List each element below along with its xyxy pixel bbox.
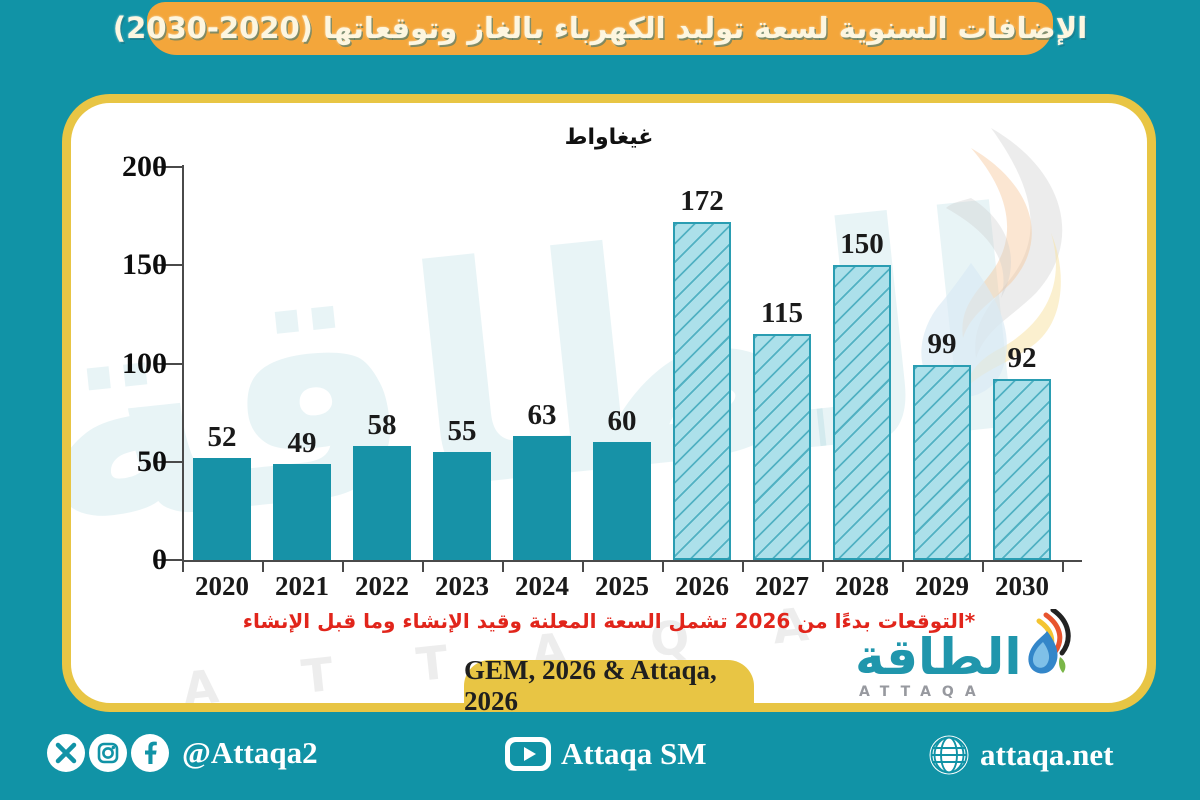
x-tick-label-2024: 2024 [515, 571, 569, 601]
x-tick-label-2020: 2020 [195, 571, 249, 601]
bar-2030 [993, 379, 1051, 560]
logo-latin-name: ATTAQA [859, 684, 987, 700]
x-icon [47, 734, 85, 772]
forecast-footnote: *التوقعات بدءًا من 2026 تشمل السعة المعل… [242, 609, 976, 633]
footer-youtube: Attaqa SM [505, 736, 707, 772]
bar-2025 [593, 442, 651, 560]
chart-card: الطاقة A T T A Q A غيغاواط 0 50 100 150 200 5… [62, 94, 1156, 716]
bar-2023 [433, 451, 491, 560]
bar-2022 [353, 446, 411, 560]
source-text: GEM, 2026 & Attaqa, 2026 [464, 655, 717, 716]
value-label-2026: 172 [680, 185, 724, 218]
x-tick-mark [742, 560, 744, 572]
x-tick-label-2025: 2025 [595, 571, 649, 601]
value-label-2020: 52 [207, 420, 237, 453]
bar-2021 [273, 463, 331, 560]
value-label-2023: 55 [447, 414, 477, 447]
y-tick-mark [156, 264, 182, 267]
title-banner: الإضافات السنوية لسعة توليد الكهرباء بال… [113, 2, 1087, 55]
instagram-icon [89, 734, 127, 772]
y-tick-mark [156, 460, 182, 463]
facebook-icon [131, 734, 169, 772]
value-label-2027: 115 [761, 297, 803, 330]
source-badge: GEM, 2026 & Attaqa, 2026 [464, 655, 754, 716]
x-tick-label-2029: 2029 [915, 571, 969, 601]
y-tick-label: 50 [137, 444, 167, 478]
attaqa-logo: الطاقة ATTAQA [855, 609, 1125, 700]
x-tick-label-2023: 2023 [435, 571, 489, 601]
x-tick-mark [262, 560, 264, 572]
x-tick-mark [902, 560, 904, 572]
bar-2029 [913, 365, 971, 560]
logo-arabic-name: الطاقة [855, 627, 1022, 686]
value-label-2022: 58 [367, 409, 397, 442]
youtube-icon [505, 737, 551, 771]
y-tick-label: 100 [122, 346, 167, 380]
footer-website: attaqa.net [928, 734, 1113, 776]
value-label-2025: 60 [607, 405, 637, 438]
x-tick-mark [582, 560, 584, 572]
x-tick-mark [982, 560, 984, 572]
y-tick-label: 150 [122, 248, 167, 282]
y-axis-unit-label: غيغاواط [564, 125, 654, 150]
value-label-2029: 99 [927, 328, 957, 361]
bar-2028 [833, 265, 891, 560]
footer-social-handles: @Attaqa2 [46, 733, 318, 773]
x-tick-mark [822, 560, 824, 572]
y-tick-mark [156, 362, 182, 365]
x-tick-mark [342, 560, 344, 572]
x-tick-label-2030: 2030 [995, 571, 1049, 601]
globe-icon [929, 735, 969, 775]
x-tick-mark [662, 560, 664, 572]
bar-2026 [673, 222, 731, 560]
y-tick-label: 0 [152, 543, 167, 576]
bar-2027 [753, 334, 811, 560]
chart-title: الإضافات السنوية لسعة توليد الكهرباء بال… [112, 11, 1088, 45]
x-tick-mark [422, 560, 424, 572]
x-axis-line [182, 560, 1082, 562]
y-tick-mark [156, 559, 182, 561]
x-tick-label-2027: 2027 [755, 571, 809, 601]
x-tick-mark [502, 560, 504, 572]
website-text: attaqa.net [980, 737, 1114, 772]
bar-2020 [193, 457, 251, 560]
x-tick-mark [182, 560, 184, 572]
value-label-2024: 63 [527, 399, 557, 432]
value-label-2030: 92 [1007, 342, 1037, 375]
x-tick-label-2026: 2026 [675, 571, 729, 601]
y-tick-mark [156, 166, 182, 168]
value-label-2021: 49 [287, 426, 317, 459]
value-label-2028: 150 [840, 228, 884, 261]
y-tick-label: 200 [122, 150, 167, 183]
social-handle-text: @Attaqa2 [182, 735, 318, 770]
bar-2024 [513, 436, 571, 560]
flame-droplet-icon [1028, 609, 1072, 674]
youtube-label-text: Attaqa SM [561, 736, 707, 771]
x-tick-mark [1062, 560, 1064, 572]
x-tick-label-2028: 2028 [835, 571, 889, 601]
x-tick-label-2022: 2022 [355, 571, 409, 601]
y-axis-line [182, 165, 184, 572]
x-tick-label-2021: 2021 [275, 571, 329, 601]
plot-area: 0 50 100 150 200 52 2020 49 2021 58 2022 55 2023 63 20… [71, 103, 1147, 703]
